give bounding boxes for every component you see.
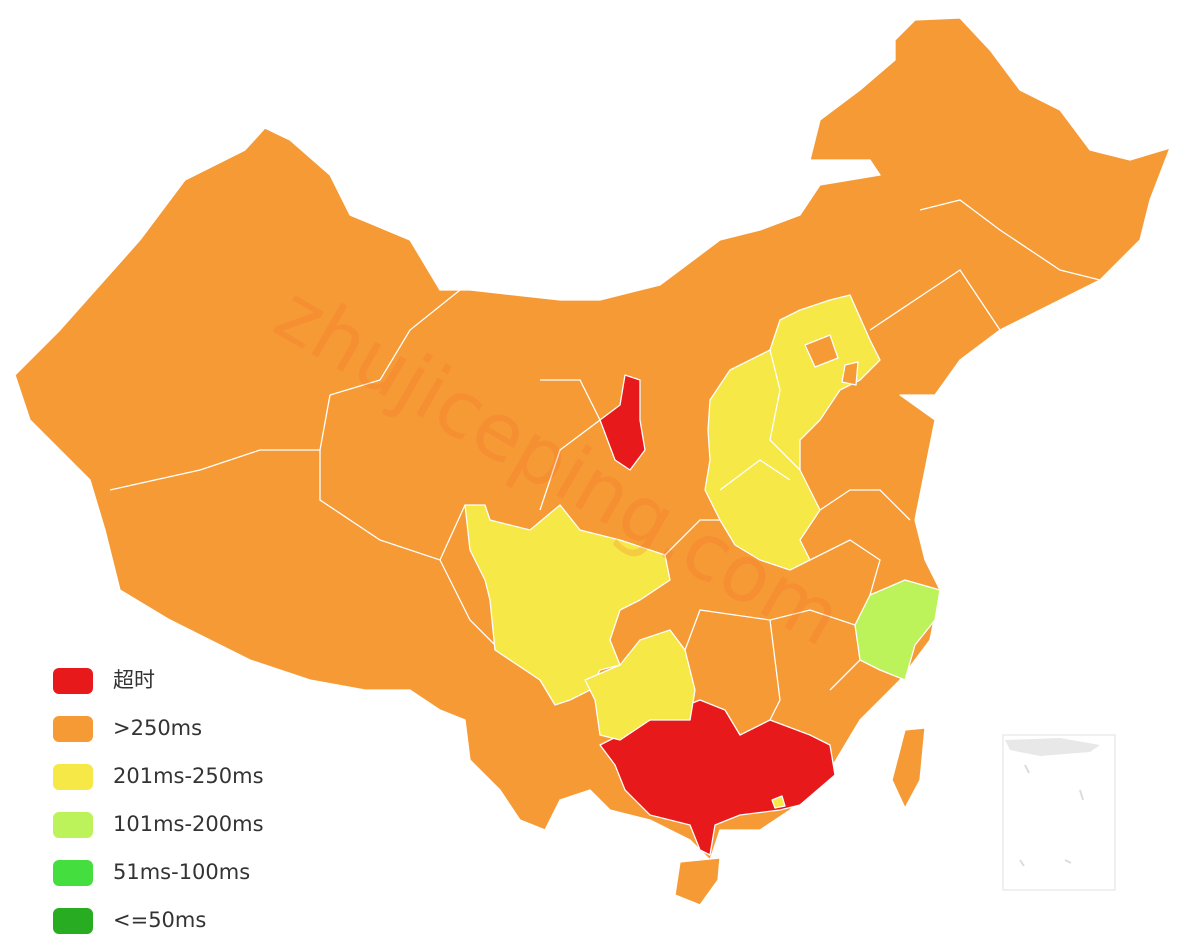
region-beijing: [804, 334, 839, 368]
legend-swatch: [53, 860, 93, 886]
legend-swatch: [53, 812, 93, 838]
region-sichuan: [464, 504, 671, 706]
legend-label: 超时: [113, 668, 155, 692]
province-border: [439, 559, 501, 651]
map-regions: [14, 17, 1171, 906]
legend-swatch: [53, 716, 93, 742]
island-taiwan: [891, 727, 926, 809]
inset-frame: [1002, 734, 1116, 891]
region-guangxi-guangdong: [599, 699, 836, 856]
province-border: [829, 659, 861, 691]
legend-label: 101ms-200ms: [113, 812, 264, 836]
province-border: [719, 459, 791, 491]
region-guizhou: [584, 629, 696, 741]
province-border: [869, 269, 1001, 331]
region-hongkong: [771, 795, 786, 809]
province-border: [664, 519, 720, 556]
south-sea-inset: [1002, 734, 1116, 891]
legend: 超时 >250ms 201ms-250ms 101ms-200ms 51ms-100ms…: [53, 668, 264, 934]
region-ningxia: [599, 374, 646, 471]
province-border: [769, 619, 781, 721]
province-border: [819, 489, 911, 521]
province-border: [319, 450, 466, 561]
inset-islands: [1019, 764, 1084, 867]
province-border: [109, 394, 331, 491]
legend-label: 51ms-100ms: [113, 860, 250, 884]
legend-swatch: [53, 668, 93, 694]
legend-label: 201ms-250ms: [113, 764, 264, 788]
province-border: [809, 539, 881, 596]
legend-label: >250ms: [113, 716, 202, 740]
province-border: [769, 349, 801, 471]
legend-swatch: [53, 908, 93, 934]
island-hainan: [674, 857, 721, 906]
region-tianjin: [841, 361, 859, 386]
legend-label: <=50ms: [113, 908, 206, 932]
province-border: [919, 199, 1101, 281]
inset-land: [1005, 738, 1100, 756]
region-north-china: [704, 294, 881, 571]
region-zhejiang: [854, 579, 941, 681]
province-border: [329, 289, 461, 396]
legend-swatch: [53, 764, 93, 790]
